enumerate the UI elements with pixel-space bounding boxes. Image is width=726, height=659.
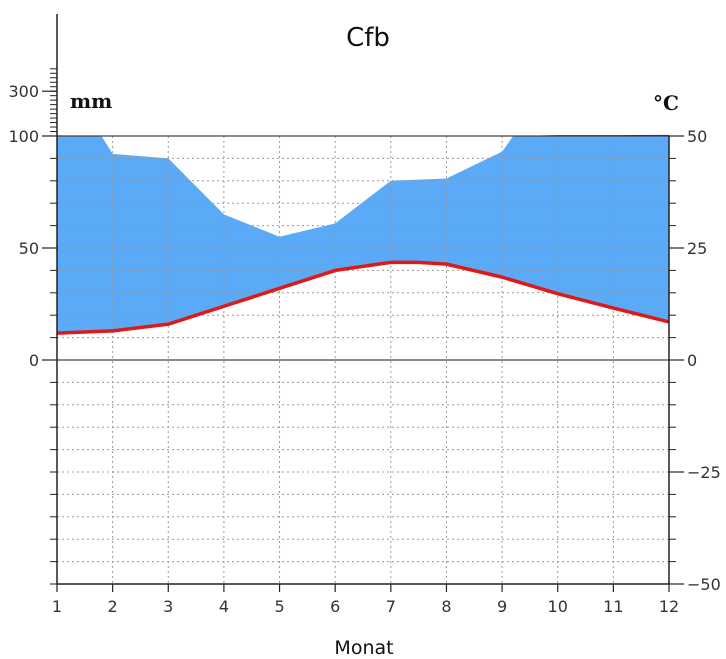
x-tick-label: 11 (603, 597, 623, 616)
left-tick-label: 50 (19, 239, 39, 258)
chart-title: Cfb (346, 23, 390, 53)
left-tick-label: 300 (8, 82, 39, 101)
right-tick-label: −50 (687, 575, 721, 594)
left-tick-label: 100 (8, 127, 39, 146)
grid-layer (56, 136, 670, 584)
x-tick-label: 3 (163, 597, 173, 616)
x-tick-label: 2 (108, 597, 118, 616)
right-tick-label: −25 (687, 463, 721, 482)
x-tick-label: 8 (441, 597, 451, 616)
left-tick-label: 0 (29, 351, 39, 370)
x-tick-label: 4 (219, 597, 229, 616)
x-tick-label: 5 (274, 597, 284, 616)
x-tick-label: 12 (659, 597, 679, 616)
x-tick-label: 9 (497, 597, 507, 616)
left-unit-label: mm (70, 89, 112, 113)
humid-area (57, 136, 669, 334)
x-tick-label: 10 (548, 597, 568, 616)
fill-layer (57, 134, 669, 334)
x-tick-label: 6 (330, 597, 340, 616)
axes-layer (42, 14, 684, 592)
right-tick-label: 25 (687, 239, 707, 258)
right-tick-label: 0 (687, 351, 697, 370)
line-layer (56, 260, 670, 335)
x-tick-label: 7 (386, 597, 396, 616)
right-unit-label: °C (653, 91, 679, 115)
x-axis-label: Monat (334, 637, 393, 659)
right-tick-label: 50 (687, 127, 707, 146)
temperature-line (56, 260, 670, 335)
x-tick-label: 1 (52, 597, 62, 616)
